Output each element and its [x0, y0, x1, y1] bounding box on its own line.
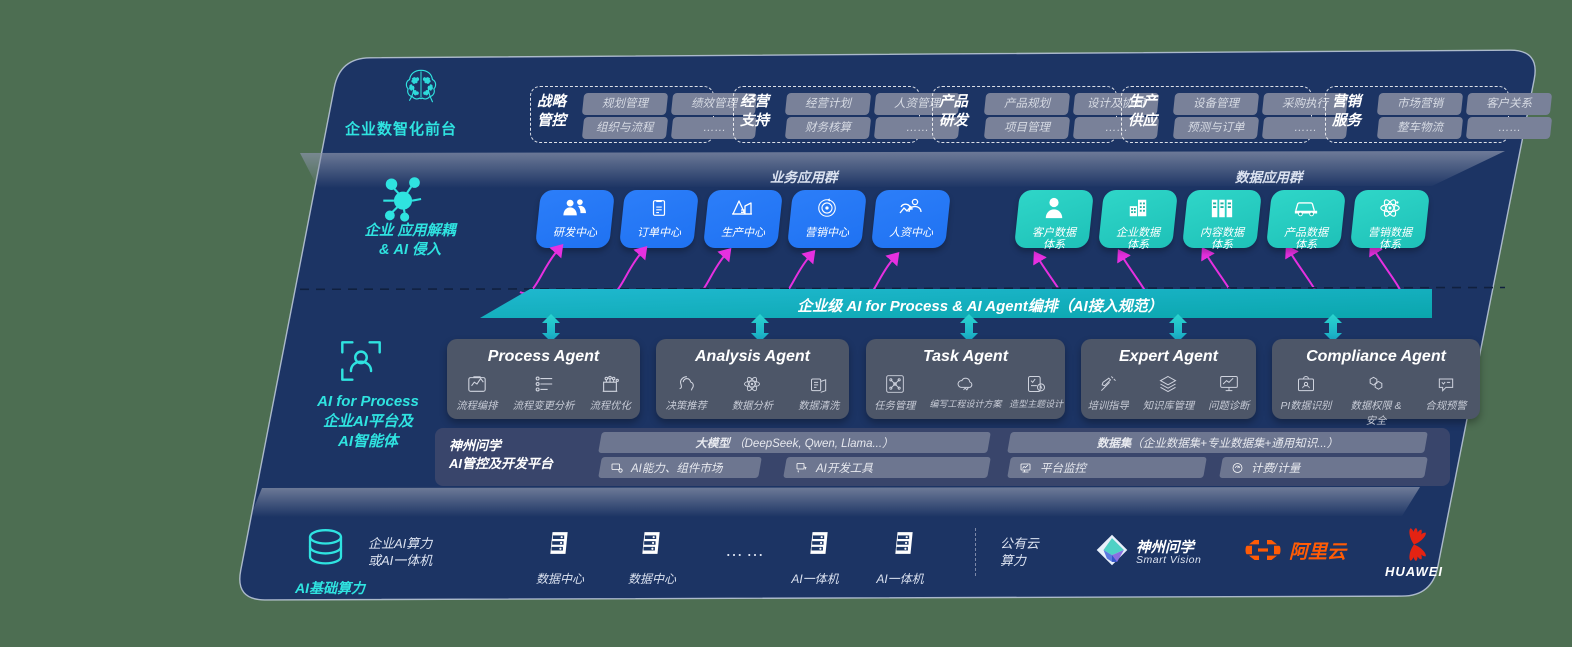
svg-text:阿里云: 阿里云 — [1289, 542, 1348, 563]
